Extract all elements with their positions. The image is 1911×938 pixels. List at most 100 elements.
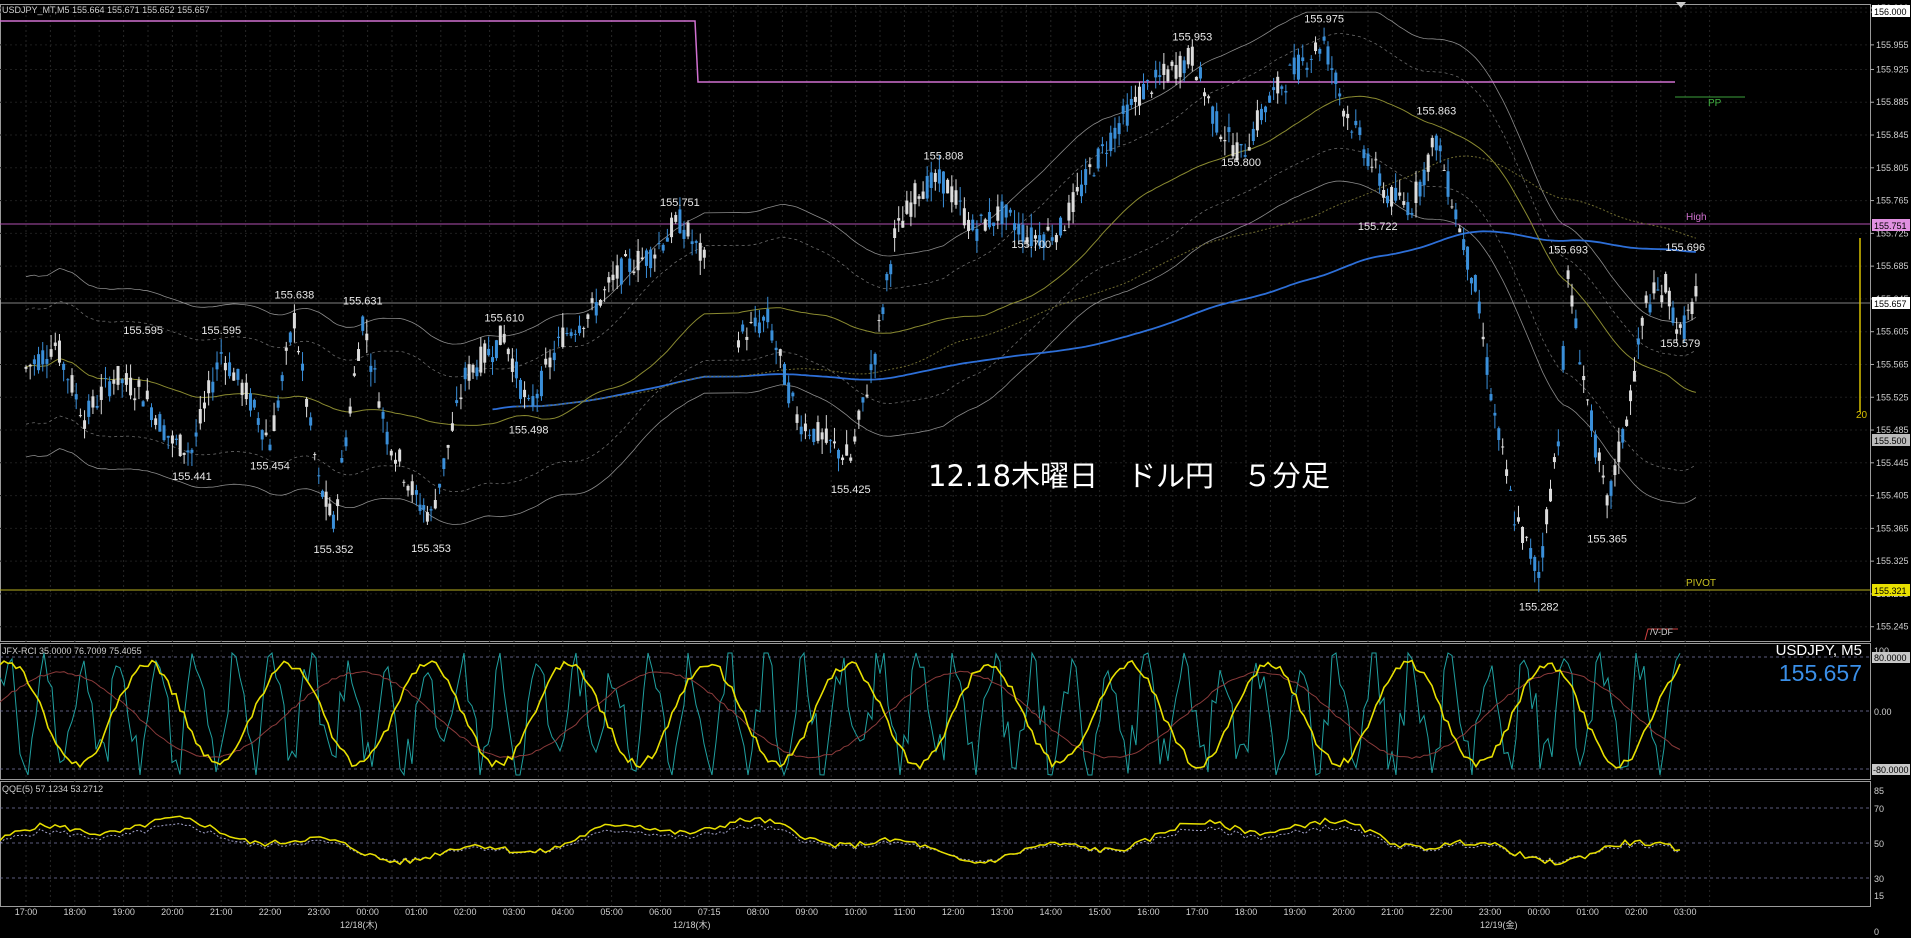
candle-body (141, 401, 145, 407)
candle-body (99, 386, 103, 400)
candle-body (628, 258, 632, 272)
candle-body (219, 352, 223, 354)
qqe-fast-line (0, 815, 1681, 866)
candle-body (640, 257, 644, 260)
candle-body (1370, 166, 1374, 168)
candle-body (1414, 181, 1418, 203)
candle-body (1648, 304, 1652, 313)
candle-body (1675, 329, 1679, 334)
candle-body (406, 485, 410, 491)
candle-body (83, 420, 87, 429)
price-annotation: 155.352 (314, 544, 354, 556)
candle-body (682, 229, 686, 239)
candle-body (91, 396, 95, 408)
candle-body (28, 364, 32, 367)
candle-body (207, 380, 211, 394)
candle-body (1008, 209, 1012, 213)
candle-body (1485, 357, 1489, 375)
time-tick-label: 23:00 (308, 907, 331, 917)
candle-body (154, 418, 158, 425)
candle-body (979, 214, 983, 216)
qqe-tick-30: 30 (1874, 874, 1884, 884)
candle-body (1597, 452, 1601, 461)
candle-body (1690, 301, 1694, 314)
candle-body (1362, 149, 1366, 159)
time-tick-label: 19:00 (1284, 907, 1307, 917)
candle-body (929, 172, 933, 188)
candle-body (1462, 239, 1466, 251)
candle-body (853, 436, 857, 442)
candle-body (799, 426, 803, 435)
candle-body (1406, 202, 1410, 216)
pivot-label: PIVOT (1686, 578, 1716, 589)
candle-body (832, 441, 836, 444)
candle-body (1264, 106, 1268, 113)
candle-body (1121, 105, 1125, 114)
rci-mid-line (0, 659, 1681, 770)
qqe-tick-15: 15 (1874, 891, 1884, 901)
price-tag-pivot: 155.321 (1874, 586, 1907, 596)
panel-frames (0, 4, 1871, 907)
candle-body (402, 481, 406, 483)
candle-body (1154, 69, 1158, 78)
candle-body (32, 359, 36, 365)
candle-body (331, 514, 335, 529)
candle-body (615, 265, 619, 279)
rci-fast-line (0, 651, 1681, 777)
candle-body (578, 325, 582, 334)
candle-body (611, 274, 615, 281)
candle-body (1342, 110, 1346, 117)
candle-body (1346, 113, 1350, 119)
candle-body (1549, 488, 1553, 502)
price-tag-high-bg (1872, 219, 1910, 231)
candle-body (766, 308, 770, 323)
candle-body (1652, 282, 1656, 294)
candle-body (494, 340, 498, 359)
chart-annotation-title: 12.18木曜日 ドル円 ５分足 (928, 459, 1330, 493)
bollinger-bands (25, 11, 1697, 525)
candle-body (787, 382, 791, 404)
price-tick-label: 155.885 (1876, 97, 1909, 107)
candle-body (1259, 108, 1263, 121)
candle-body (1194, 76, 1198, 81)
candle-body (1552, 457, 1556, 463)
price-tick-label: 155.445 (1876, 458, 1909, 468)
rci-price: 155.657 (1779, 660, 1862, 686)
date-label-2: 12/18(木) (673, 919, 711, 930)
candle-body (535, 393, 539, 399)
price-tag-top: 156.000 (1874, 7, 1907, 17)
candle-body (889, 264, 893, 275)
candle-body (491, 357, 495, 363)
candle-body (1516, 517, 1520, 522)
candle-body (228, 362, 232, 377)
candle-body (678, 209, 682, 234)
candle-body (87, 400, 91, 417)
rci-panel: JFX-RCI 35.0000 76.7009 75.4055 USDJPY, … (0, 642, 1910, 777)
candle-body (1239, 143, 1243, 146)
candle-body (475, 367, 479, 377)
price-tag-current: 155.657 (1874, 299, 1907, 309)
candle-body (992, 222, 996, 227)
one-click-trading-arrow-icon[interactable] (1676, 2, 1686, 8)
candle-body (498, 325, 502, 345)
candle-body (1533, 556, 1537, 571)
candle-body (1063, 229, 1067, 231)
qqe-header: QQE(5) 57.1234 53.2712 (2, 784, 103, 794)
candle-body (170, 435, 174, 444)
candle-body (1442, 170, 1446, 172)
price-tag-high: 155.751 (1874, 221, 1907, 231)
candle-body (933, 172, 937, 182)
price-annotation: 155.638 (275, 290, 315, 302)
candle-body (1292, 57, 1296, 75)
candle-body (913, 183, 917, 205)
candle-body (736, 340, 740, 348)
band-line (25, 180, 1697, 525)
candle-body (502, 333, 506, 343)
candle-body (670, 217, 674, 238)
price-annotation: 155.800 (1221, 157, 1261, 169)
small-marker-label: 20 (1856, 410, 1868, 421)
candle-body (194, 432, 198, 437)
candle-body (816, 422, 820, 441)
qqe-panel-frame (0, 781, 1871, 907)
candle-body (328, 503, 332, 516)
